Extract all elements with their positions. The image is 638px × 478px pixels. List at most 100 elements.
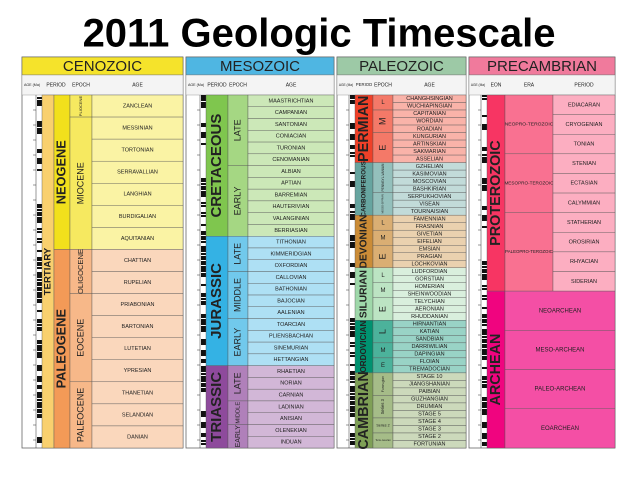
polarity-stripe (350, 342, 355, 344)
polarity-stripe (37, 319, 42, 323)
cell-bg (393, 305, 466, 313)
age-label: KIMMERIDGIAN (271, 251, 312, 257)
age-label: AQUITANIAN (121, 236, 154, 242)
age-label: HOMERIAN (415, 284, 445, 290)
epoch-label: MESO-ARCHEAN (535, 348, 584, 354)
cell-bg (92, 381, 183, 404)
age-label: FLOIAN (420, 359, 440, 365)
polarity-stripe (482, 98, 487, 100)
polarity-stripe (350, 441, 355, 445)
cell-bg (393, 425, 466, 433)
cell-bg (92, 359, 183, 382)
epoch-label: M (377, 118, 387, 126)
polarity-stripe (482, 409, 487, 415)
polarity-stripe (350, 283, 355, 285)
cell-bg (248, 424, 334, 437)
age-label: FORTUNIAN (414, 442, 446, 448)
age-label: BASHKIRIAN (413, 186, 446, 192)
epoch-label: LATE (232, 243, 242, 265)
age-label: SAKMARIAN (413, 149, 445, 155)
age-label: MOSCOVIAN (413, 179, 447, 185)
polarity-stripe (482, 397, 487, 401)
cell-bg (248, 259, 334, 272)
cell (504, 408, 616, 449)
polarity-stripe (350, 235, 355, 241)
column-header: EON (491, 82, 502, 88)
age-label: BAJOCIAN (277, 298, 305, 304)
age-label: TURONIAN (277, 145, 306, 151)
polarity-stripe (350, 323, 355, 325)
cell-bg (248, 306, 334, 319)
polarity-stripe (201, 143, 206, 145)
cell-bg (393, 267, 466, 276)
period-label: DEVONIAN (359, 215, 370, 269)
cell-bg (248, 283, 334, 296)
cell (504, 330, 616, 370)
cell-bg (553, 232, 615, 252)
polarity-stripe (201, 95, 206, 101)
polarity-stripe (37, 352, 42, 358)
age-label: STAGE 3 (418, 427, 441, 433)
age-label: SANDBIAN (415, 337, 443, 343)
epoch-label: Series 2 (376, 423, 389, 427)
age-label: CHATTIAN (124, 258, 151, 264)
cell-bg (92, 139, 183, 162)
age-label: APTIAN (281, 181, 301, 187)
polarity-stripe (37, 212, 42, 216)
cell-bg (393, 335, 466, 343)
cell-bg (248, 412, 334, 425)
age-label: TITHONIAN (276, 240, 306, 246)
polarity-stripe (482, 269, 487, 273)
cell-bg (248, 318, 334, 331)
age-label: PAIBIAN (419, 389, 440, 395)
cell (504, 153, 554, 213)
age-label: RHUDDANIAN (411, 314, 448, 320)
epoch-label: Furon-gian (381, 376, 385, 392)
age-label: HIRNANTIAN (413, 322, 447, 328)
polarity-stripe (201, 284, 206, 286)
cell-bg (248, 106, 334, 119)
cell-bg (248, 353, 334, 366)
title: 2011 Geologic Timescale (83, 12, 556, 56)
age-label: AALENIAN (277, 310, 304, 316)
polarity-stripe (482, 274, 487, 280)
polarity-stripe (201, 178, 206, 182)
polarity-stripe (350, 145, 355, 149)
age-label: EMSIAN (419, 246, 440, 252)
age-label: WUCHIAPINGIAN (407, 104, 452, 110)
epoch-label: L (377, 329, 387, 334)
polarity-stripe (482, 329, 487, 335)
polarity-stripe (482, 384, 487, 388)
cell-bg (393, 260, 466, 268)
polarity-stripe (201, 202, 206, 204)
cell-bg (393, 297, 466, 306)
cell-bg (92, 183, 183, 206)
age-label: VISEAN (419, 201, 439, 207)
cell-bg (393, 275, 466, 283)
polarity-stripe (37, 169, 42, 171)
polarity-stripe (482, 349, 487, 355)
cell-bg (393, 410, 466, 418)
column-header: PERIOD (356, 82, 372, 87)
polarity-stripe (482, 115, 487, 117)
cell-bg (248, 400, 334, 413)
age-header: AGE (Ma) (471, 83, 485, 87)
polarity-stripe (350, 345, 355, 347)
age-label: EIFELIAN (417, 239, 441, 245)
epoch-label: EARLY (235, 425, 242, 448)
polarity-stripe (201, 319, 206, 325)
polarity-stripe (350, 242, 355, 248)
cell-bg (553, 193, 615, 213)
polarity-stripe (37, 272, 42, 278)
cell-bg (92, 161, 183, 184)
cell-bg (92, 425, 183, 448)
cell-bg (393, 222, 466, 231)
age-label: MAASTRICHTIAN (269, 98, 314, 104)
age-label: PLIENSBACHIAN (269, 334, 313, 340)
cell-bg (92, 337, 183, 360)
cell-bg (393, 162, 466, 171)
polarity-stripe (201, 215, 206, 217)
age-label: TELYCHIAN (414, 299, 444, 305)
epoch-label: NEOPRO-TEROZOIC (505, 122, 554, 128)
column-header: PERIOD (574, 82, 594, 88)
